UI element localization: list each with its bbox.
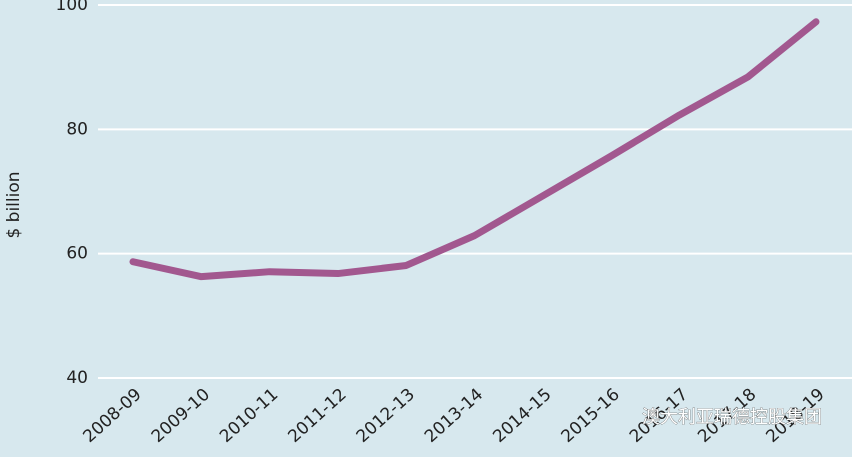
y-tick-label: 80 [66,119,88,139]
watermark: 澳大利亚瑞德控股集团 [642,407,822,428]
x-tick-label: 2014-15 [489,385,555,447]
x-tick-label: 2010-11 [216,385,282,447]
y-axis-label: $ billion [4,171,24,238]
y-tick-label: 100 [56,0,88,15]
x-tick-label: 2011-12 [284,385,350,447]
data-line [129,18,820,281]
x-tick-label: 2013-14 [421,385,487,447]
x-tick-label: 2015-16 [558,385,624,447]
y-tick-label: 40 [66,368,88,388]
x-tick-label: 2012-13 [353,385,419,447]
y-tick-label: 60 [66,244,88,264]
x-tick-label: 2009-10 [148,385,214,447]
x-tick-label: 2008-09 [80,385,146,447]
